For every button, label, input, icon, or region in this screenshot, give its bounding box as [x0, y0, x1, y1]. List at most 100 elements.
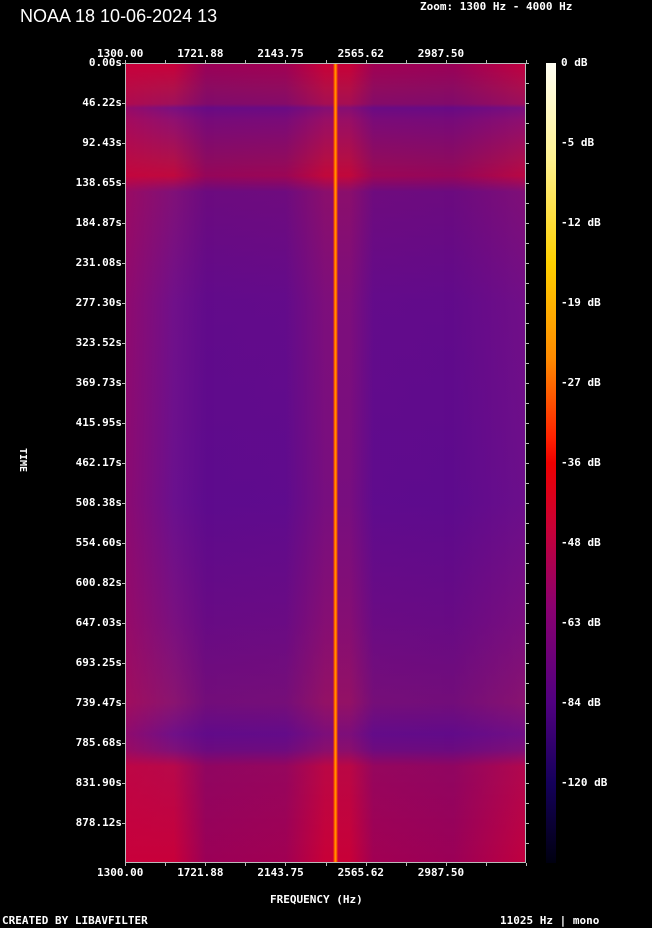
x-tick-label-bottom: 1300.00: [97, 866, 144, 879]
x-tick-label-top: 2565.62: [337, 47, 384, 60]
y-tick-mark: [526, 63, 529, 64]
x-tick-mark: [485, 863, 487, 866]
y-tick-mark: [526, 283, 529, 284]
colorbar-tick-label: -120 dB: [561, 776, 608, 789]
y-tick-mark: [526, 103, 529, 104]
y-tick-mark: [526, 463, 529, 464]
y-tick-mark: [526, 683, 529, 684]
spectrogram-plot: [125, 63, 526, 863]
x-tick-label-top: 1721.88: [177, 47, 224, 60]
y-tick-mark: [526, 783, 529, 784]
y-tick-mark: [526, 623, 529, 624]
y-tick-mark: [526, 423, 529, 424]
colorbar-tick-label: 0 dB: [561, 56, 588, 69]
y-tick-mark: [122, 503, 125, 504]
y-tick-label: 831.90s: [75, 776, 122, 789]
colorbar-tick-label: -5 dB: [561, 136, 595, 149]
x-tick-mark: [205, 863, 207, 866]
x-tick-mark: [325, 863, 327, 866]
x-tick-mark: [405, 863, 407, 866]
x-tick-mark: [485, 60, 487, 63]
y-tick-mark: [526, 363, 529, 364]
y-tick-label: 138.65s: [75, 176, 122, 189]
colorbar-tick-label: -48 dB: [561, 536, 601, 549]
y-tick-mark: [122, 423, 125, 424]
x-tick-mark: [445, 60, 447, 63]
x-tick-mark: [205, 60, 207, 63]
y-tick-mark: [122, 583, 125, 584]
y-tick-label: 878.12s: [75, 816, 122, 829]
y-tick-mark: [122, 783, 125, 784]
y-tick-mark: [526, 243, 529, 244]
y-tick-mark: [526, 383, 529, 384]
y-tick-mark: [526, 603, 529, 604]
y-tick-label: 92.43s: [82, 136, 122, 149]
y-tick-mark: [122, 823, 125, 824]
y-tick-mark: [526, 203, 529, 204]
y-tick-mark: [122, 743, 125, 744]
y-tick-mark: [526, 483, 529, 484]
x-tick-mark: [165, 863, 167, 866]
y-tick-mark: [122, 623, 125, 624]
y-tick-mark: [526, 503, 529, 504]
y-tick-label: 554.60s: [75, 536, 122, 549]
x-tick-mark: [125, 60, 126, 63]
y-tick-mark: [526, 223, 529, 224]
y-tick-mark: [526, 703, 529, 704]
y-tick-label: 184.87s: [75, 216, 122, 229]
y-axis-label: TIME: [17, 448, 28, 473]
y-tick-mark: [526, 83, 529, 84]
y-tick-mark: [122, 183, 125, 184]
x-tick-mark: [325, 60, 327, 63]
x-tick-mark: [245, 863, 247, 866]
y-tick-mark: [526, 323, 529, 324]
colorbar-tick-label: -84 dB: [561, 696, 601, 709]
y-tick-mark: [526, 303, 529, 304]
y-tick-mark: [122, 63, 125, 64]
x-tick-mark: [165, 60, 167, 63]
x-tick-mark: [526, 60, 527, 63]
y-tick-mark: [122, 143, 125, 144]
x-tick-mark: [445, 863, 447, 866]
x-tick-mark: [405, 60, 407, 63]
x-tick-label-bottom: 2143.75: [257, 866, 304, 879]
y-tick-label: 508.38s: [75, 496, 122, 509]
x-tick-label-bottom: 2987.50: [417, 866, 465, 879]
y-tick-mark: [526, 543, 529, 544]
y-tick-mark: [526, 263, 529, 264]
y-tick-mark: [526, 163, 529, 164]
y-tick-label: 415.95s: [75, 416, 122, 429]
y-tick-label: 693.25s: [75, 656, 122, 669]
y-tick-mark: [526, 403, 529, 404]
y-tick-mark: [122, 663, 125, 664]
y-tick-mark: [526, 583, 529, 584]
x-tick-label-top: 2143.75: [257, 47, 304, 60]
y-tick-label: 46.22s: [82, 96, 122, 109]
x-tick-mark: [245, 60, 247, 63]
y-tick-mark: [122, 343, 125, 344]
colorbar-tick-label: -36 dB: [561, 456, 601, 469]
chart-title: NOAA 18 10-06-2024 13: [20, 6, 218, 26]
y-tick-mark: [526, 763, 529, 764]
x-tick-label-top: 1300.00: [97, 47, 144, 60]
y-tick-mark: [122, 703, 125, 704]
y-tick-mark: [122, 463, 125, 464]
x-tick-mark: [285, 60, 287, 63]
y-tick-label: 462.17s: [75, 456, 122, 469]
y-tick-mark: [526, 343, 529, 344]
colorbar: [546, 63, 556, 863]
y-tick-mark: [526, 123, 529, 124]
y-tick-mark: [526, 723, 529, 724]
y-tick-mark: [122, 263, 125, 264]
x-tick-label-top: 2987.50: [417, 47, 465, 60]
y-tick-label: 647.03s: [75, 616, 122, 629]
y-tick-mark: [526, 523, 529, 524]
y-tick-mark: [526, 643, 529, 644]
footer-credit: CREATED BY LIBAVFILTER: [2, 914, 148, 927]
y-tick-label: 231.08s: [75, 256, 122, 269]
colorbar-tick-label: -19 dB: [561, 296, 601, 309]
x-tick-mark: [365, 863, 367, 866]
y-tick-label: 369.73s: [75, 376, 122, 389]
y-tick-mark: [526, 803, 529, 804]
